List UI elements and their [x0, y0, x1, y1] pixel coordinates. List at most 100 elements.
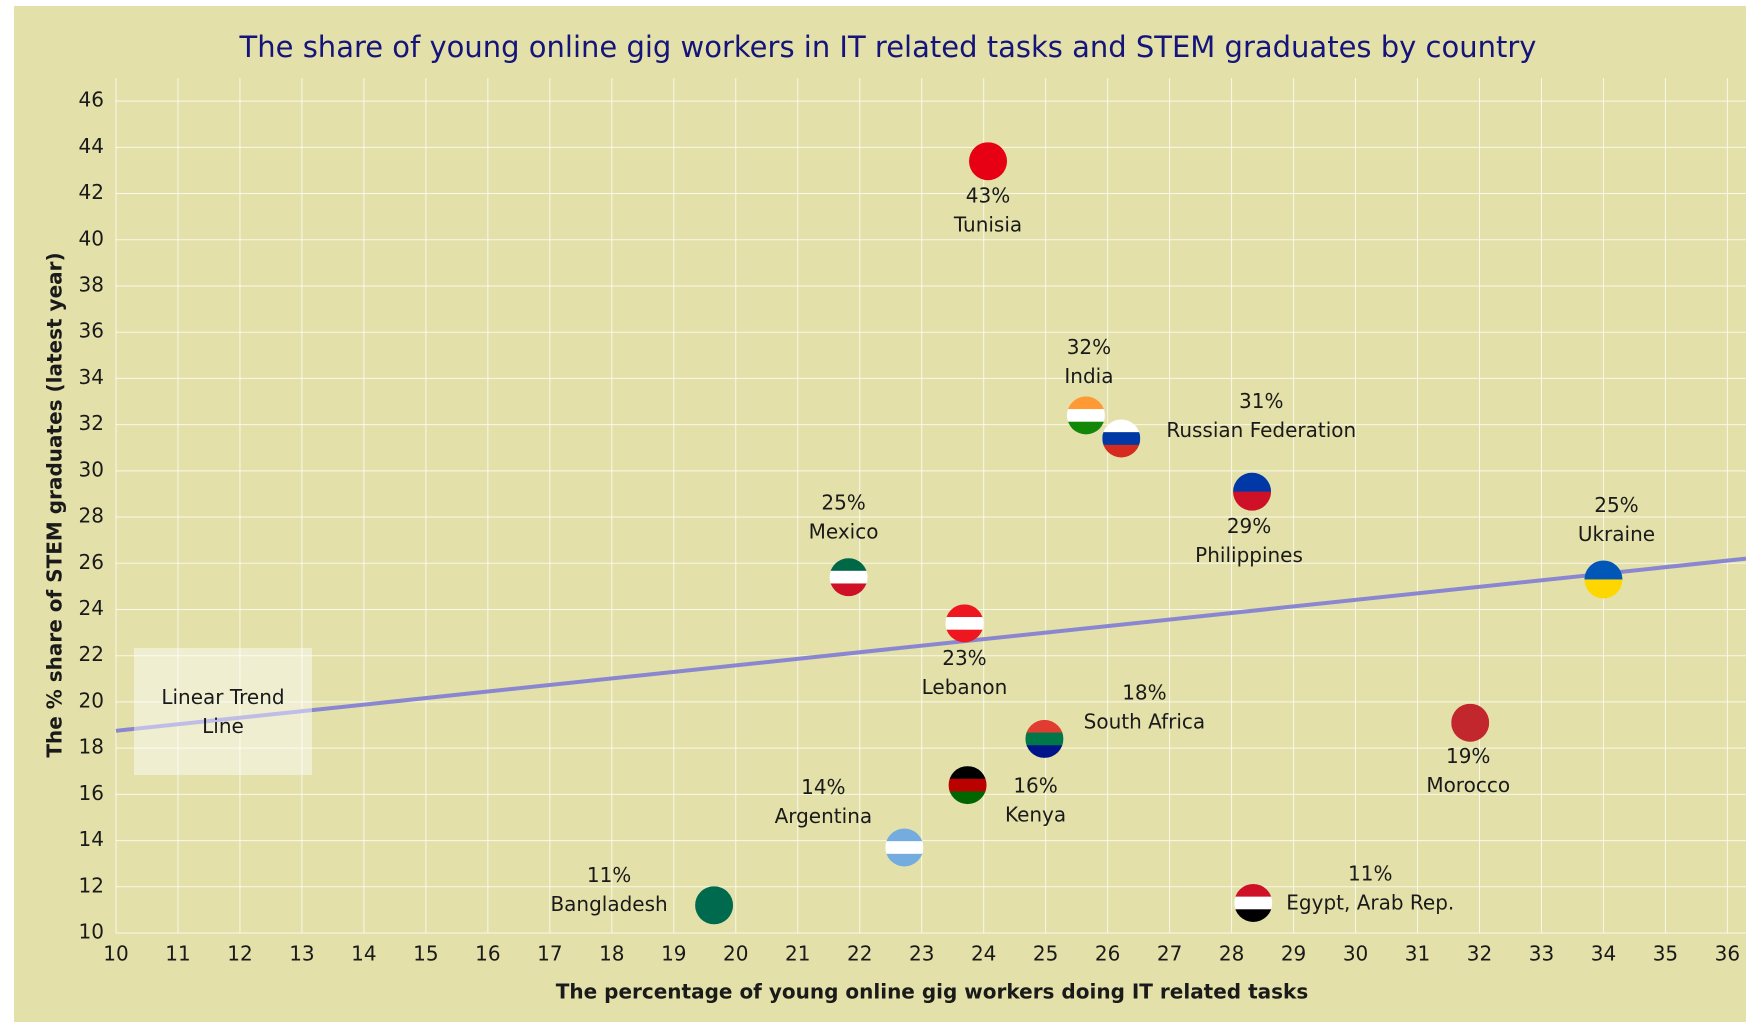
flag-stripe: [1025, 745, 1064, 758]
y-tick-label: 18: [79, 735, 104, 759]
x-tick-label: 31: [1405, 942, 1430, 966]
point-name: Russian Federation: [1166, 418, 1356, 442]
y-tick-label: 26: [79, 550, 104, 574]
flag-stripe: [829, 558, 868, 572]
y-tick-label: 12: [79, 873, 104, 897]
trend-label-wrap: Linear Trend Line: [161, 684, 285, 738]
flag-stripe: [1102, 444, 1141, 458]
x-tick-label: 26: [1095, 942, 1120, 966]
x-tick-label: 36: [1715, 942, 1740, 966]
data-label: 32%: [1067, 335, 1111, 359]
y-tick-label: 44: [79, 134, 104, 158]
point: [969, 142, 1008, 181]
data-label: 16%: [1013, 774, 1057, 798]
flag-stripe: [1234, 883, 1273, 898]
flag-stripe: [695, 886, 734, 925]
point: [695, 886, 734, 925]
point-name: Kenya: [1005, 803, 1066, 827]
x-tick-label: 18: [599, 942, 624, 966]
x-tick-label: 14: [351, 942, 376, 966]
x-tick-label: 29: [1281, 942, 1306, 966]
flag-stripe: [885, 853, 924, 867]
flag-stripe: [1025, 732, 1064, 746]
y-tick-label: 40: [79, 226, 104, 250]
flag-stripe: [945, 629, 984, 643]
y-tick-label: 34: [79, 365, 104, 389]
x-tick-label: 28: [1219, 942, 1244, 966]
flag-stripe: [829, 583, 868, 597]
x-tick-label: 13: [289, 942, 314, 966]
point-name: Tunisia: [953, 213, 1022, 237]
point: [945, 604, 984, 643]
point: [829, 558, 868, 597]
y-tick-label: 24: [79, 596, 104, 620]
flag-stripe: [948, 766, 987, 780]
trend-label: Linear Trend Line: [161, 684, 285, 738]
x-tick-label: 10: [103, 942, 128, 966]
point-name: Bangladesh: [550, 892, 667, 916]
y-tick-label: 36: [79, 319, 104, 343]
data-label: 29%: [1227, 514, 1271, 538]
trend-label-box: [134, 648, 312, 775]
point-name: Morocco: [1426, 773, 1510, 797]
y-tick-label: 28: [79, 504, 104, 528]
flag-stripe: [1234, 909, 1273, 922]
flag-stripe: [1066, 409, 1105, 423]
point: [1233, 472, 1272, 511]
flag-stripe: [945, 604, 984, 618]
y-tick-label: 20: [79, 688, 104, 712]
data-label: 43%: [966, 184, 1010, 208]
x-tick-label: 22: [847, 942, 872, 966]
x-tick-label: 30: [1343, 942, 1368, 966]
flag-stripe: [1233, 491, 1272, 511]
data-label: 25%: [821, 491, 865, 515]
flag-stripe: [1584, 560, 1623, 580]
y-tick-label: 22: [79, 642, 104, 666]
y-tick-label: 10: [79, 920, 104, 944]
y-tick-label: 32: [79, 411, 104, 435]
point-name: Mexico: [809, 520, 879, 544]
flag-stripe: [969, 142, 1008, 181]
x-tick-label: 32: [1467, 942, 1492, 966]
point-name: Ukraine: [1578, 522, 1655, 546]
flag-stripe: [1066, 421, 1105, 435]
trend-line: [115, 556, 1746, 733]
point-name: Egypt, Arab Rep.: [1286, 890, 1454, 914]
flag-stripe: [1234, 896, 1273, 910]
data-label: 14%: [801, 775, 845, 799]
x-tick-label: 25: [1033, 942, 1058, 966]
flag-stripe: [1102, 419, 1141, 433]
x-axis-label: The percentage of young online gig worke…: [556, 980, 1309, 1004]
y-tick-label: 38: [79, 272, 104, 296]
point: [885, 828, 924, 867]
data-label: 19%: [1446, 744, 1490, 768]
data-label: 25%: [1594, 493, 1638, 517]
x-tick-label: 34: [1591, 942, 1616, 966]
x-tick-label: 20: [723, 942, 748, 966]
background: [14, 6, 1746, 1022]
flag-stripe: [885, 828, 924, 842]
flag-stripe: [945, 617, 984, 631]
point-name: South Africa: [1084, 709, 1206, 733]
data-label: 18%: [1122, 680, 1166, 704]
flag-stripe: [1451, 703, 1490, 742]
x-tick-label: 11: [165, 942, 190, 966]
y-tick-label: 30: [79, 457, 104, 481]
y-axis-label: The % share of STEM graduates (latest ye…: [43, 252, 67, 757]
flag-stripe: [1066, 396, 1105, 410]
x-tick-label: 23: [909, 942, 934, 966]
flag-stripe: [1025, 719, 1064, 734]
chart-title: The share of young online gig workers in…: [239, 30, 1537, 64]
flag-stripe: [1102, 432, 1141, 446]
x-tick-label: 21: [785, 942, 810, 966]
point: [1234, 883, 1273, 922]
point-name: Philippines: [1195, 543, 1303, 567]
flag-stripe: [1584, 579, 1623, 599]
flag-stripe: [948, 778, 987, 792]
x-tick-label: 16: [475, 942, 500, 966]
point: [948, 766, 987, 805]
flag-stripe: [1233, 472, 1272, 493]
point: [1102, 419, 1141, 458]
flag-stripe: [829, 570, 868, 584]
flag-stripe: [948, 791, 987, 805]
